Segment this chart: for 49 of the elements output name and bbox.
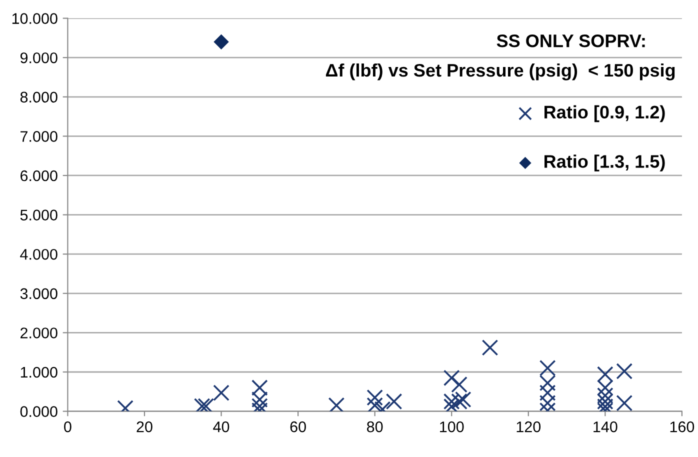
x-tick-label: 20 xyxy=(136,421,152,432)
point xyxy=(451,393,468,410)
x-tick-label: 140 xyxy=(594,421,618,432)
point xyxy=(213,384,230,402)
legend-label: Ratio [1.3, 1.5) xyxy=(544,154,665,172)
point xyxy=(194,398,210,412)
point xyxy=(443,370,460,386)
text: Δf (lbf) vs Set Pressure (psig) < 150 psig xyxy=(326,63,675,80)
point xyxy=(198,398,214,412)
y-tick-label: 2.000 xyxy=(20,328,58,338)
x-tick-label: 160 xyxy=(670,421,694,432)
y-tick-label: 5.000 xyxy=(20,210,58,220)
point xyxy=(328,397,345,412)
point xyxy=(616,363,633,380)
y-tick-label: 7.000 xyxy=(20,131,58,142)
point xyxy=(596,387,614,404)
point xyxy=(366,389,384,406)
point xyxy=(251,398,268,412)
point xyxy=(616,394,633,412)
point xyxy=(539,374,556,392)
point xyxy=(366,397,384,412)
y-tick-label: 8.000 xyxy=(20,92,58,103)
point xyxy=(482,339,498,356)
x-tick-label: 120 xyxy=(516,421,541,432)
point xyxy=(386,393,402,410)
x-tick-label: 80 xyxy=(366,421,383,432)
point xyxy=(539,360,556,376)
y-tick-label: 10.000 xyxy=(12,13,58,24)
point xyxy=(251,391,268,408)
y-tick-label: 6.000 xyxy=(20,170,58,182)
y-tick-label: 0.000 xyxy=(20,406,58,417)
y-tick-label: 4.000 xyxy=(20,248,58,260)
y-tick-label: 3.000 xyxy=(20,288,58,300)
point xyxy=(539,384,556,402)
point xyxy=(214,34,229,50)
x-tick-label: 0 xyxy=(64,421,72,432)
y-tick-label: 1.000 xyxy=(20,366,58,378)
x-tick-label: 60 xyxy=(290,421,306,432)
point xyxy=(596,380,614,396)
legend-label: Ratio [0.9, 1.2) xyxy=(544,105,665,122)
point xyxy=(251,380,268,396)
x-tick-label: 100 xyxy=(440,421,464,432)
text: SS ONLY SOPRV: xyxy=(496,34,645,48)
point xyxy=(451,376,468,393)
y-tick-label: 9.000 xyxy=(20,52,58,64)
point xyxy=(596,366,614,383)
x-tick-label: 40 xyxy=(213,421,230,432)
point xyxy=(596,393,614,410)
point xyxy=(539,394,556,412)
